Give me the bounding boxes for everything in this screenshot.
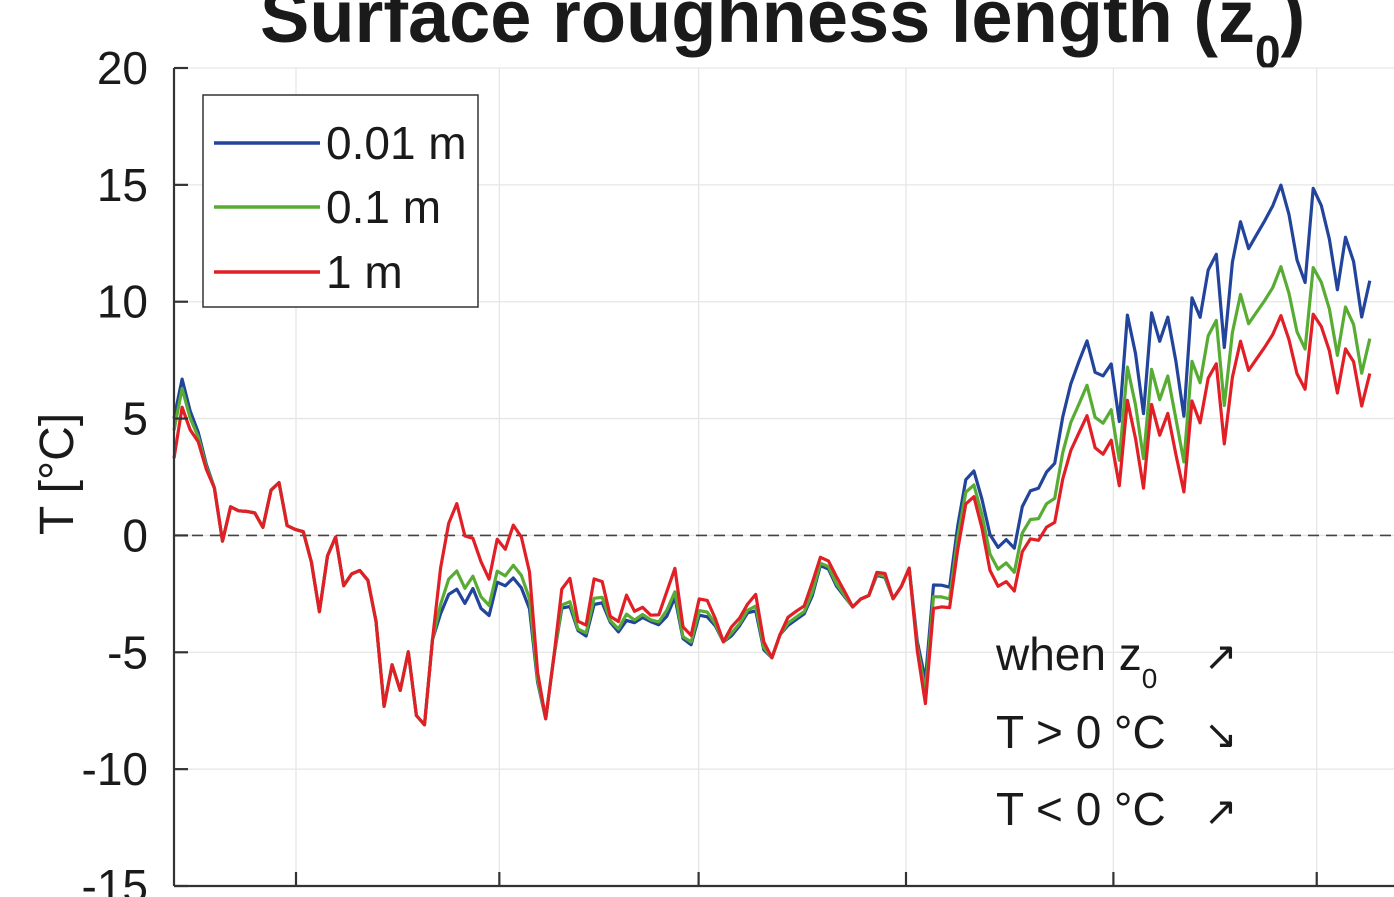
y-tick-label: 5 — [122, 393, 148, 445]
annotation-line1-sub: 0 — [1142, 663, 1158, 694]
annotation-arrow-up-icon: ↗ — [1204, 789, 1238, 835]
y-tick-label: 0 — [122, 509, 148, 561]
annotation-line1-text: when z — [995, 628, 1142, 680]
y-tick-label: 20 — [97, 42, 148, 94]
chart-title-text: Surface roughness length (z — [260, 0, 1255, 58]
legend: 0.01 m 0.1 m 1 m — [202, 94, 479, 308]
legend-label-2: 1 m — [326, 246, 403, 298]
chart-title-close: ) — [1281, 0, 1306, 58]
y-tick-label: 15 — [97, 159, 148, 211]
y-axis-label: T [°C] — [31, 413, 84, 535]
chart-title-subscript: 0 — [1255, 26, 1281, 78]
annotation-arrow-up-icon: ↗ — [1204, 634, 1238, 680]
legend-item: 0.01 m — [214, 117, 467, 169]
annotation: when z0 ↗ T > 0 °C ↘ T < 0 °C ↗ — [995, 628, 1238, 835]
legend-item: 1 m — [214, 246, 403, 298]
legend-label-1: 0.1 m — [326, 181, 441, 233]
series-line-red — [172, 312, 1372, 727]
annotation-arrow-down-icon: ↘ — [1204, 712, 1238, 758]
legend-label-0: 0.01 m — [326, 117, 467, 169]
series-layer — [172, 183, 1372, 727]
annotation-line2: T > 0 °C — [996, 706, 1166, 758]
chart-title: Surface roughness length (z0) — [260, 0, 1305, 78]
y-tick-label: 10 — [97, 276, 148, 328]
y-tick-label: -10 — [82, 743, 148, 795]
annotation-line3: T < 0 °C — [996, 783, 1166, 835]
legend-item: 0.1 m — [214, 181, 441, 233]
y-tick-labels: -15 -10 -5 0 5 10 15 20 — [82, 42, 148, 897]
y-tick-label: -5 — [107, 626, 148, 678]
axes — [172, 66, 1394, 888]
y-tick-label: -15 — [82, 860, 148, 897]
annotation-line1: when z0 — [995, 628, 1157, 694]
